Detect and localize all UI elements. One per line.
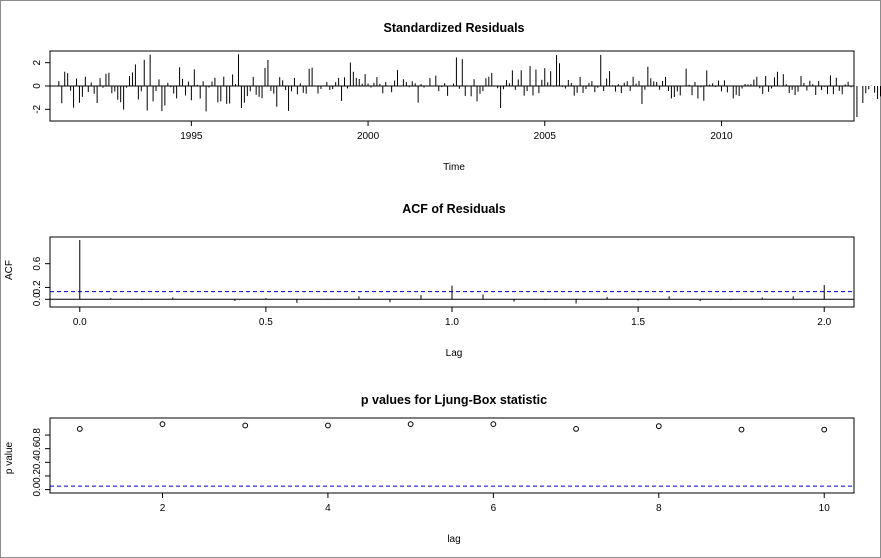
x-tick-label: 6 xyxy=(491,503,497,514)
y-axis: 0.00.2 0.6 xyxy=(32,256,50,306)
y-tick-label: 0.8 xyxy=(32,428,43,442)
y-tick-label: 0.6 xyxy=(32,441,43,455)
p-value-point xyxy=(407,421,414,428)
plot-box xyxy=(49,50,855,122)
x-tick-label: 8 xyxy=(656,503,662,514)
x-axis: 2 4 6 8 10 xyxy=(160,493,831,514)
y-tick-label: 0.2 xyxy=(32,280,43,294)
y-tick-label: 0.4 xyxy=(32,455,43,469)
y-tick-label: 0.0 xyxy=(32,292,43,306)
panel-title: p values for Ljung-Box statistic xyxy=(361,393,547,407)
y-axis-label: ACF xyxy=(4,260,15,280)
y-tick-label: 0.0 xyxy=(32,482,43,496)
p-value-point xyxy=(738,426,745,433)
x-tick-label: 2.0 xyxy=(817,317,831,328)
y-tick-label: 0.6 xyxy=(32,256,43,270)
p-value-point xyxy=(821,426,828,433)
p-value-point xyxy=(573,426,579,432)
plot-box xyxy=(49,236,855,308)
y-tick-label: 0 xyxy=(32,83,43,89)
p-value-point xyxy=(242,422,249,429)
x-axis: 1995 2000 2005 2010 xyxy=(180,121,733,142)
x-axis-label: lag xyxy=(447,534,460,545)
y-tick-label: 0.2 xyxy=(32,469,43,483)
x-tick-label: 2000 xyxy=(357,131,380,142)
acf-panel: ACF of Residuals Lag ACF 0.0 0.5 1.0 1.5 2.0… xyxy=(4,202,855,359)
x-axis-label: Time xyxy=(443,162,465,173)
x-tick-label: 0.5 xyxy=(259,317,273,328)
y-axis: 0.00.20.40.60.8 xyxy=(32,428,50,497)
standardized-residuals-panel: Standardized Residuals Time 1995 2000 2005… xyxy=(32,21,881,173)
p-value-point xyxy=(655,423,662,430)
p-value-point xyxy=(325,422,331,429)
x-tick-label: 2010 xyxy=(710,131,733,142)
x-tick-label: 2005 xyxy=(534,131,557,142)
x-tick-label: 4 xyxy=(325,503,331,514)
x-axis-label: Lag xyxy=(446,348,463,359)
p-value-points xyxy=(76,421,828,433)
p-value-point xyxy=(490,421,497,428)
y-axis-label: p value xyxy=(4,441,15,474)
residual-bars xyxy=(50,54,881,118)
panel-title: ACF of Residuals xyxy=(402,202,506,216)
x-tick-label: 0.0 xyxy=(73,317,87,328)
x-tick-label: 1.5 xyxy=(631,317,645,328)
acf-bars xyxy=(50,239,854,304)
x-axis: 0.0 0.5 1.0 1.5 2.0 xyxy=(73,307,832,328)
ljung-box-panel: p values for Ljung-Box statistic lag p v… xyxy=(4,393,855,545)
p-value-point xyxy=(76,426,83,432)
x-tick-label: 1.0 xyxy=(445,317,459,328)
x-tick-label: 1995 xyxy=(180,131,203,142)
x-tick-label: 10 xyxy=(819,503,831,514)
p-value-point xyxy=(159,421,166,428)
y-tick-label: -2 xyxy=(32,104,43,113)
panel-title: Standardized Residuals xyxy=(383,21,524,35)
y-tick-label: 2 xyxy=(32,59,43,65)
y-axis: -2 0 2 xyxy=(32,59,50,114)
plot-box xyxy=(49,417,855,494)
x-tick-label: 2 xyxy=(160,503,166,514)
